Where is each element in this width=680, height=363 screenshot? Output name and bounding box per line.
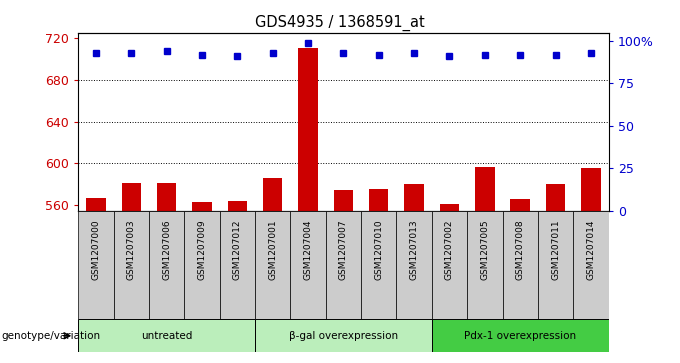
Bar bbox=[326, 211, 361, 319]
Text: GSM1207010: GSM1207010 bbox=[374, 219, 384, 280]
Text: GSM1207013: GSM1207013 bbox=[409, 219, 419, 280]
Bar bbox=[114, 211, 149, 319]
Text: genotype/variation: genotype/variation bbox=[1, 331, 101, 341]
Bar bbox=[432, 211, 467, 319]
Bar bbox=[334, 189, 353, 211]
Bar bbox=[192, 202, 211, 211]
Text: GDS4935 / 1368591_at: GDS4935 / 1368591_at bbox=[255, 15, 425, 31]
Bar bbox=[290, 211, 326, 319]
Text: GSM1207006: GSM1207006 bbox=[162, 219, 171, 280]
Text: untreated: untreated bbox=[141, 331, 192, 341]
Bar bbox=[405, 184, 424, 211]
Bar bbox=[255, 319, 432, 352]
Bar bbox=[220, 211, 255, 319]
Bar bbox=[503, 211, 538, 319]
Bar bbox=[573, 211, 609, 319]
Text: GSM1207014: GSM1207014 bbox=[586, 219, 596, 280]
Text: GSM1207009: GSM1207009 bbox=[197, 219, 207, 280]
Bar bbox=[440, 204, 459, 211]
Text: GSM1207011: GSM1207011 bbox=[551, 219, 560, 280]
Text: Pdx-1 overexpression: Pdx-1 overexpression bbox=[464, 331, 576, 341]
Bar bbox=[538, 211, 573, 319]
Text: GSM1207007: GSM1207007 bbox=[339, 219, 348, 280]
Bar bbox=[432, 319, 609, 352]
Bar bbox=[263, 178, 282, 211]
Bar bbox=[475, 167, 494, 211]
Bar bbox=[396, 211, 432, 319]
Text: GSM1207001: GSM1207001 bbox=[268, 219, 277, 280]
Bar bbox=[546, 184, 565, 211]
Text: GSM1207003: GSM1207003 bbox=[126, 219, 136, 280]
Bar bbox=[184, 211, 220, 319]
Bar bbox=[581, 168, 600, 211]
Text: GSM1207002: GSM1207002 bbox=[445, 219, 454, 280]
Bar bbox=[369, 188, 388, 211]
Text: GSM1207000: GSM1207000 bbox=[91, 219, 101, 280]
Bar bbox=[122, 183, 141, 211]
Text: GSM1207005: GSM1207005 bbox=[480, 219, 490, 280]
Bar bbox=[157, 183, 176, 211]
Text: GSM1207008: GSM1207008 bbox=[515, 219, 525, 280]
Bar bbox=[228, 201, 247, 211]
Bar bbox=[299, 48, 318, 211]
Bar bbox=[255, 211, 290, 319]
Bar bbox=[511, 199, 530, 211]
Bar bbox=[149, 211, 184, 319]
Bar bbox=[78, 211, 114, 319]
Text: β-gal overexpression: β-gal overexpression bbox=[289, 331, 398, 341]
Bar bbox=[467, 211, 503, 319]
Text: GSM1207012: GSM1207012 bbox=[233, 219, 242, 280]
Bar bbox=[86, 198, 105, 211]
Text: GSM1207004: GSM1207004 bbox=[303, 219, 313, 280]
Bar bbox=[361, 211, 396, 319]
Bar bbox=[78, 319, 255, 352]
